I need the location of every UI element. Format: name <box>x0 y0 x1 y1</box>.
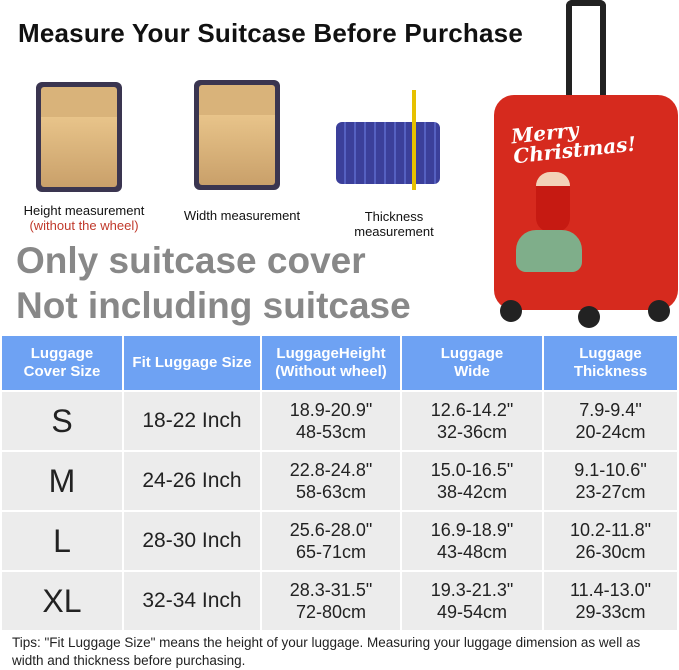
cell-thickness-text: 29-33cm <box>575 602 646 622</box>
cell-height-text: 25.6-28.0" <box>289 520 373 540</box>
scooter-icon <box>516 230 582 272</box>
header-text: Luggage <box>30 345 94 362</box>
cell-height-text: 22.8-24.8" <box>289 460 373 480</box>
table-row: S 18-22 Inch 18.9-20.9" 48-53cm 12.6-14.2" 32… <box>2 392 677 450</box>
cell-cover-size: S <box>2 392 122 450</box>
cell-height-text: 18.9-20.9" <box>289 400 373 420</box>
cell-wide: 15.0-16.5" 38-42cm <box>402 452 542 510</box>
cell-height: 22.8-24.8" 58-63cm <box>262 452 400 510</box>
table-row: L 28-30 Inch 25.6-28.0" 65-71cm 16.9-18.9" 43… <box>2 512 677 570</box>
notice-line-2: Not including suitcase <box>16 285 411 326</box>
cell-thickness-text: 10.2-11.8" <box>569 520 652 540</box>
cell-cover-size-text: XL <box>42 583 82 619</box>
cell-thickness-text: 23-27cm <box>575 482 646 502</box>
cell-fit-size-text: 18-22 Inch <box>142 409 242 432</box>
header-text: Fit Luggage Size <box>132 354 252 371</box>
table-row: XL 32-34 Inch 28.3-31.5" 72-80cm 19.3-21.3" 4… <box>2 572 677 630</box>
thickness-measurement-caption: Thickness measurement <box>354 209 434 239</box>
page-title: Measure Your Suitcase Before Purchase <box>18 18 523 48</box>
cell-wide: 16.9-18.9" 43-48cm <box>402 512 542 570</box>
cell-thickness-text: 26-30cm <box>575 542 646 562</box>
height-measurement-caption: Height measurement (without the wheel) <box>14 203 154 233</box>
table-row: M 24-26 Inch 22.8-24.8" 58-63cm 15.0-16.5" 38… <box>2 452 677 510</box>
cell-thickness-text: 11.4-13.0" <box>569 580 652 600</box>
cell-fit-size: 24-26 Inch <box>124 452 260 510</box>
cell-fit-size-text: 32-34 Inch <box>142 589 242 612</box>
cell-thickness-text: 7.9-9.4" <box>579 400 642 420</box>
notice-line-1: Only suitcase cover <box>16 240 366 281</box>
cell-fit-size: 18-22 Inch <box>124 392 260 450</box>
cell-wide-text: 32-36cm <box>436 422 508 442</box>
wheel-icon <box>648 300 670 322</box>
cell-cover-size: XL <box>2 572 122 630</box>
cell-cover-size: M <box>2 452 122 510</box>
header-text: Cover Size <box>23 363 101 380</box>
cell-thickness: 9.1-10.6" 23-27cm <box>544 452 677 510</box>
cell-fit-size-text: 24-26 Inch <box>142 469 242 492</box>
width-measurement-caption: Width measurement <box>183 208 301 223</box>
header-text: Wide <box>454 363 490 380</box>
cell-fit-size: 32-34 Inch <box>124 572 260 630</box>
caption-label: Height measurement <box>23 203 145 218</box>
suitcase-handle <box>566 0 606 100</box>
table-header-row: Luggage Cover Size Fit Luggage Size Lugga… <box>2 336 677 390</box>
cell-fit-size: 28-30 Inch <box>124 512 260 570</box>
header-text: Thickness <box>573 363 648 380</box>
header-fit-size: Fit Luggage Size <box>124 336 260 390</box>
cell-wide-text: 16.9-18.9" <box>430 520 514 540</box>
cell-cover-size: L <box>2 512 122 570</box>
cell-wide-text: 12.6-14.2" <box>430 400 514 420</box>
suitcase-cover-product <box>494 95 678 310</box>
header-thickness: Luggage Thickness <box>544 336 677 390</box>
header-text: Luggage <box>440 345 504 362</box>
cell-wide-text: 19.3-21.3" <box>430 580 514 600</box>
header-height: LuggageHeight (Without wheel) <box>262 336 400 390</box>
cell-height-text: 28.3-31.5" <box>289 580 373 600</box>
cell-wide: 12.6-14.2" 32-36cm <box>402 392 542 450</box>
cell-wide: 19.3-21.3" 49-54cm <box>402 572 542 630</box>
cell-height: 25.6-28.0" 65-71cm <box>262 512 400 570</box>
cell-wide-text: 15.0-16.5" <box>430 460 514 480</box>
cell-fit-size-text: 28-30 Inch <box>142 529 242 552</box>
measuring-tape-icon <box>412 90 416 190</box>
cell-thickness: 10.2-11.8" 26-30cm <box>544 512 677 570</box>
header-cover-size: Luggage Cover Size <box>2 336 122 390</box>
santa-icon <box>536 172 570 232</box>
width-measurement-photo <box>194 80 280 190</box>
tips-text: Tips: "Fit Luggage Size" means the heigh… <box>12 635 641 668</box>
cell-height-text: 58-63cm <box>295 482 367 502</box>
size-chart-table: Luggage Cover Size Fit Luggage Size Lugga… <box>0 334 679 632</box>
cell-thickness: 11.4-13.0" 29-33cm <box>544 572 677 630</box>
cell-wide-text: 38-42cm <box>436 482 508 502</box>
cell-thickness-text: 9.1-10.6" <box>574 460 647 480</box>
cell-cover-size-text: L <box>53 523 71 559</box>
caption-note: (without the wheel) <box>29 218 139 233</box>
cell-cover-size-text: S <box>51 403 73 439</box>
cell-height-text: 72-80cm <box>295 602 367 622</box>
wheel-icon <box>578 306 600 328</box>
header-wide: Luggage Wide <box>402 336 542 390</box>
cell-thickness-text: 20-24cm <box>575 422 646 442</box>
wheel-icon <box>500 300 522 322</box>
cell-thickness: 7.9-9.4" 20-24cm <box>544 392 677 450</box>
header-text: (Without wheel) <box>275 363 387 380</box>
cell-height: 28.3-31.5" 72-80cm <box>262 572 400 630</box>
cell-height-text: 48-53cm <box>295 422 367 442</box>
cell-height: 18.9-20.9" 48-53cm <box>262 392 400 450</box>
header-text: Luggage <box>579 345 642 362</box>
cell-cover-size-text: M <box>48 463 76 499</box>
cell-wide-text: 49-54cm <box>436 602 508 622</box>
thickness-measurement-photo <box>336 122 440 184</box>
height-measurement-photo <box>36 82 122 192</box>
cell-wide-text: 43-48cm <box>436 542 508 562</box>
header-text: LuggageHeight <box>276 345 386 362</box>
cell-height-text: 65-71cm <box>295 542 367 562</box>
